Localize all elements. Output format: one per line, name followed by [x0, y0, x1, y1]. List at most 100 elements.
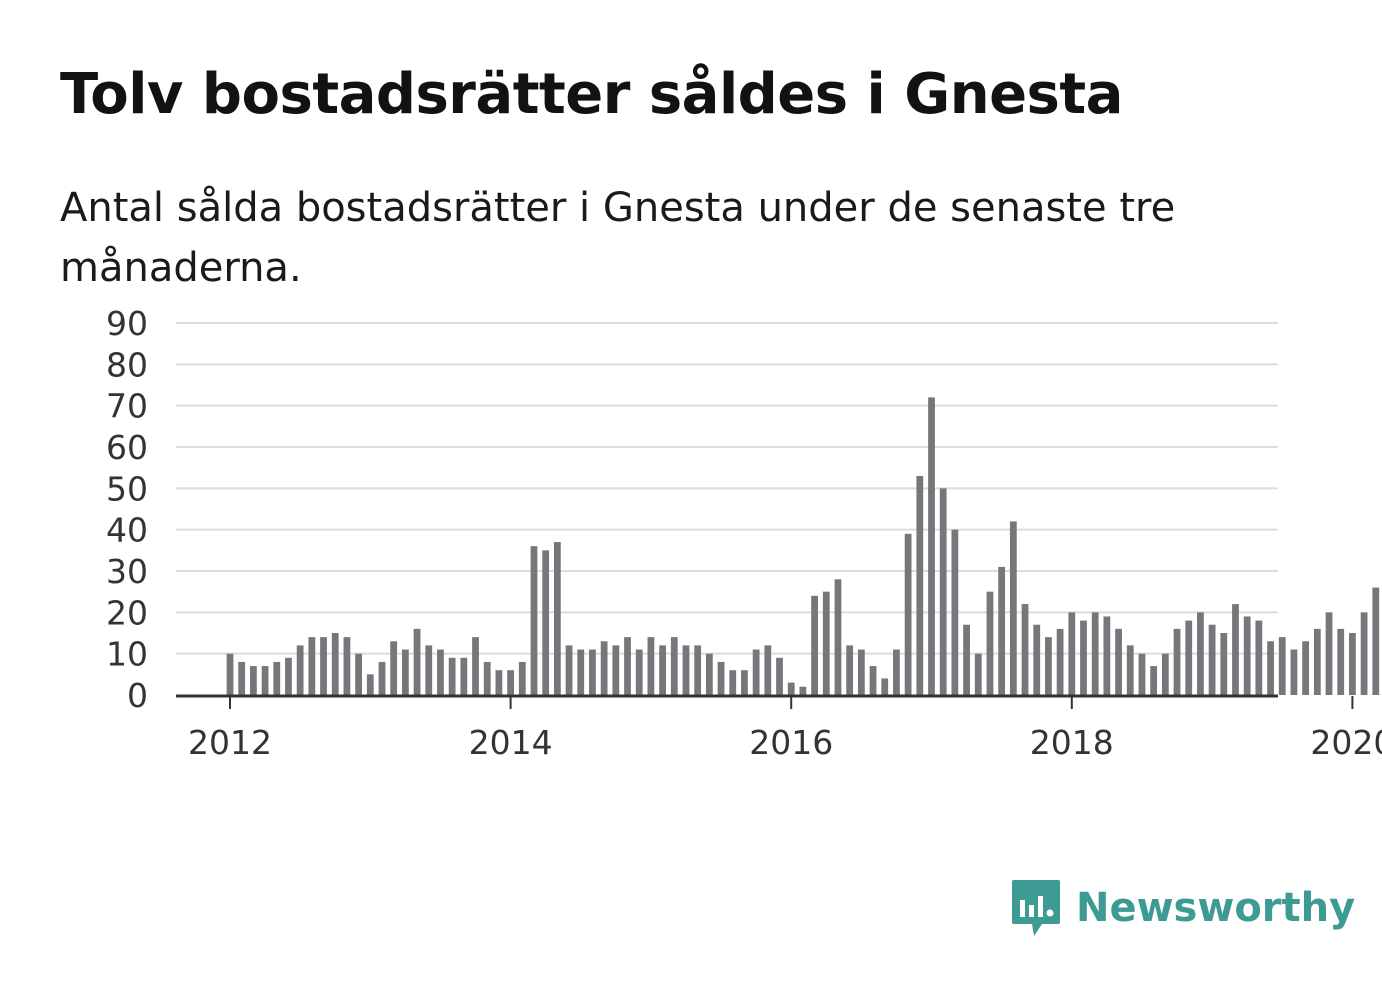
bars: [226, 397, 1380, 695]
bar: [1150, 666, 1158, 695]
bar: [1197, 612, 1204, 695]
bar: [776, 657, 783, 695]
chart-subtitle: Antal sålda bostadsrätter i Gnesta under…: [60, 185, 1176, 291]
bar: [717, 661, 725, 695]
bar: [869, 666, 877, 695]
bar: [1313, 628, 1321, 695]
bar: [1080, 620, 1087, 695]
bar: [425, 645, 433, 695]
bar: [600, 641, 608, 695]
bar: [928, 397, 935, 695]
bar: [226, 653, 234, 695]
bar: [822, 591, 830, 695]
bar: [624, 637, 631, 695]
bar: [811, 595, 818, 695]
bar: [308, 637, 316, 695]
bar: [1325, 612, 1333, 695]
y-tick-label: 40: [106, 511, 148, 550]
bar: [963, 624, 970, 695]
bar: [1126, 645, 1134, 695]
bar: [857, 649, 865, 695]
x-tick-label: 2020: [1310, 723, 1382, 762]
bar: [1220, 633, 1228, 695]
bar: [1208, 624, 1216, 695]
bar: [647, 637, 655, 695]
newsworthy-logo[interactable]: Newsworthy: [1010, 878, 1355, 938]
bar: [507, 670, 514, 695]
bar: [343, 637, 351, 695]
bar: [1138, 653, 1146, 695]
bar: [1033, 624, 1041, 695]
bar: [472, 637, 479, 695]
bar: [705, 653, 713, 695]
bar: [1185, 620, 1193, 695]
bar: [1161, 653, 1169, 695]
bar: [1091, 612, 1099, 695]
bar: [799, 686, 807, 695]
bar: [1349, 633, 1356, 695]
bar: [401, 649, 409, 695]
bar: [846, 645, 854, 695]
x-tick-label: 2014: [469, 723, 553, 762]
bar: [1302, 641, 1310, 695]
bar: [741, 670, 748, 695]
bar: [1009, 521, 1017, 695]
bar: [659, 645, 666, 695]
bar: [553, 542, 561, 695]
y-tick-label: 20: [106, 593, 148, 632]
bar: [986, 591, 994, 695]
bar: [998, 566, 1006, 695]
bar: [1290, 649, 1298, 695]
bar: [682, 645, 690, 695]
bar: [881, 678, 889, 695]
bar: [951, 529, 959, 695]
y-tick-label: 10: [106, 635, 148, 674]
bar: [518, 661, 526, 695]
bar: [320, 637, 327, 695]
bar: [378, 661, 386, 695]
y-tick-label: 0: [127, 676, 148, 715]
bar: [1103, 616, 1111, 695]
x-tick-label: 2018: [1030, 723, 1114, 762]
y-tick-label: 50: [106, 469, 148, 508]
bar: [238, 661, 246, 695]
bar: [495, 670, 503, 695]
bar: [1068, 612, 1076, 695]
bar: [448, 657, 456, 695]
x-tick-label: 2012: [188, 723, 272, 762]
bar: [834, 579, 842, 695]
bar: [390, 641, 398, 695]
x-axis-ticks: 20122014201620182020202220242026: [188, 696, 1382, 762]
y-tick-label: 90: [106, 304, 148, 343]
bar: [542, 550, 550, 695]
bar: [366, 674, 374, 695]
brand-name: Newsworthy: [1076, 885, 1356, 931]
bar: [437, 649, 444, 695]
bar: [1045, 637, 1052, 695]
bar: [764, 645, 772, 695]
bar: [1115, 628, 1122, 695]
bar: [249, 666, 257, 695]
y-tick-label: 70: [106, 387, 148, 426]
bar: [331, 633, 339, 695]
bar: [296, 645, 304, 695]
bar: [1173, 628, 1181, 695]
y-tick-label: 60: [106, 428, 148, 467]
chart-bubble-icon: [1012, 880, 1060, 936]
bar: [530, 546, 538, 695]
bar: [460, 657, 468, 695]
bar: [483, 661, 491, 695]
bar: [893, 649, 900, 695]
y-tick-label: 80: [106, 345, 148, 384]
bar: [729, 670, 737, 695]
bar: [1232, 604, 1239, 695]
bar: [1278, 637, 1286, 695]
bar: [1337, 628, 1345, 695]
bar: [355, 653, 362, 695]
bar: [577, 649, 585, 695]
bar: [670, 637, 678, 695]
bar: [1267, 641, 1274, 695]
bar: [413, 628, 421, 695]
